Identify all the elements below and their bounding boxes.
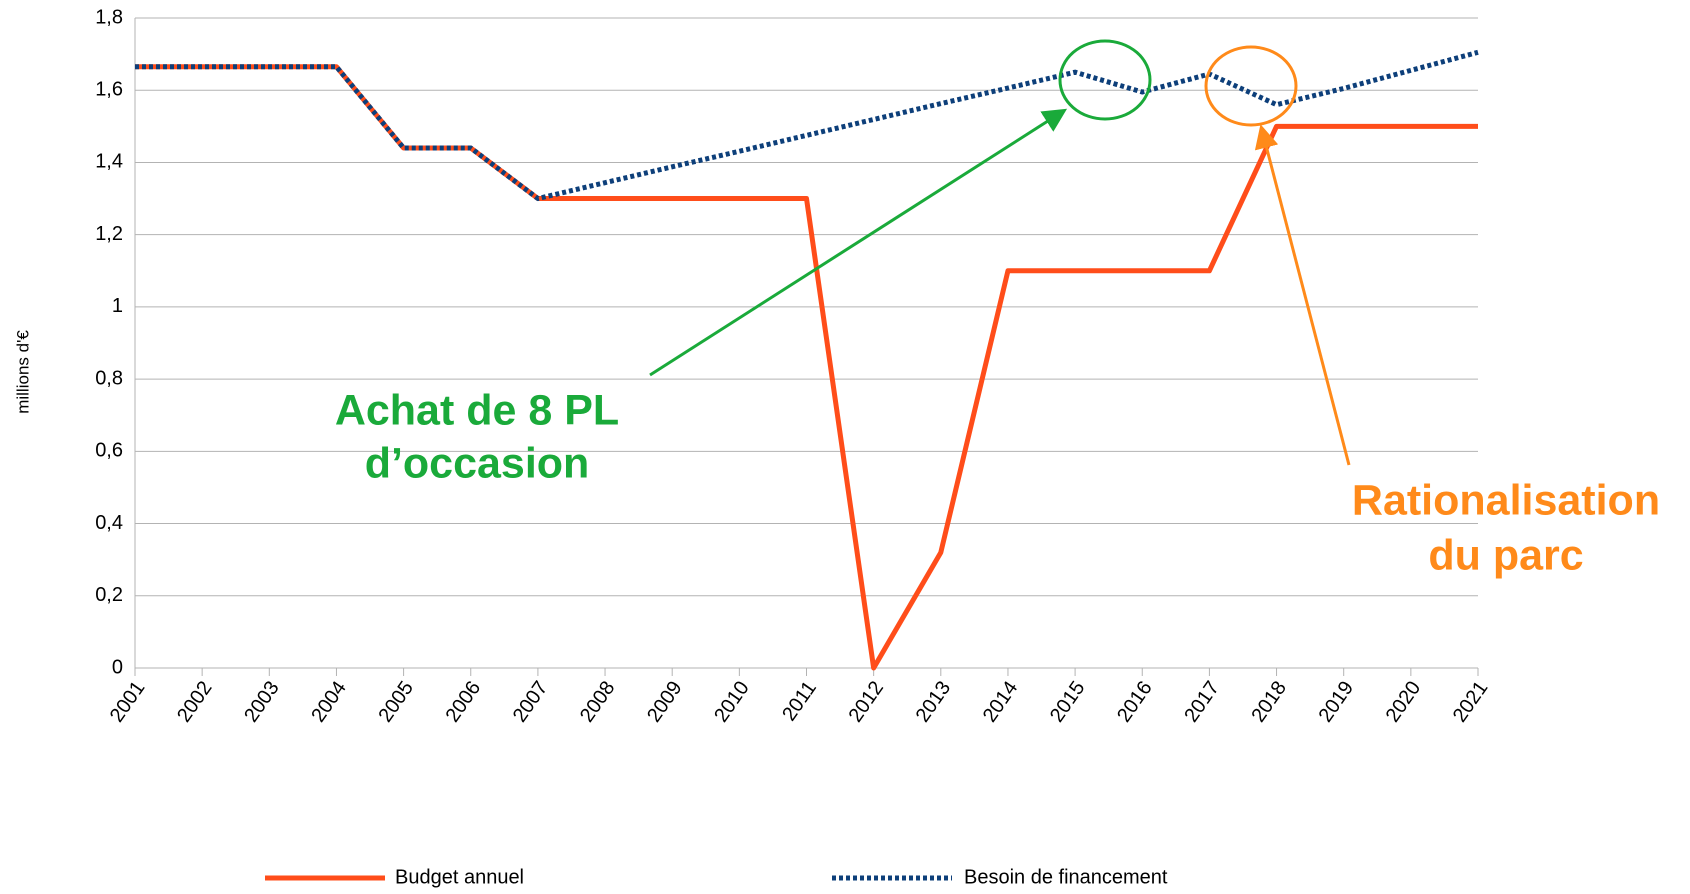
y-tick-label: 1,8 xyxy=(95,6,123,28)
annotation: Achat de 8 PL xyxy=(335,386,619,434)
x-tick-label: 2016 xyxy=(1113,677,1157,726)
highlight-circle xyxy=(1204,45,1298,127)
x-tick-label: 2012 xyxy=(845,677,889,726)
x-tick-label: 2006 xyxy=(442,677,486,726)
x-tick-label: 2002 xyxy=(173,677,217,726)
highlight-circle xyxy=(1058,39,1152,121)
x-tick-label: 2008 xyxy=(576,677,620,726)
series-line xyxy=(135,49,1479,202)
x-tick-label: 2005 xyxy=(374,677,418,726)
x-tick-label: 2010 xyxy=(710,677,754,726)
x-tick-label: 2011 xyxy=(778,677,821,725)
y-tick-label: 1,6 xyxy=(95,79,123,101)
y-tick-label: 1,4 xyxy=(95,151,123,173)
annotation: Rationalisation xyxy=(1352,476,1660,524)
x-tick-label: 2020 xyxy=(1382,677,1426,726)
y-axis-label: millions d'€ xyxy=(13,330,32,414)
x-tick-label: 2003 xyxy=(240,677,284,726)
annotation: d’occasion xyxy=(365,439,590,487)
x-tick-label: 2014 xyxy=(979,677,1023,726)
y-tick-label: 0,2 xyxy=(95,584,123,606)
y-tick-label: 0,8 xyxy=(95,367,123,389)
x-tick-label: 2017 xyxy=(1180,677,1224,726)
y-tick-label: 0 xyxy=(112,656,123,678)
y-tick-label: 1,2 xyxy=(95,223,123,245)
x-tick-label: 2018 xyxy=(1247,677,1291,726)
x-tick-label: 2004 xyxy=(307,677,351,726)
x-tick-label: 2019 xyxy=(1315,677,1359,726)
x-tick-label: 2001 xyxy=(106,677,150,726)
y-tick-label: 1 xyxy=(112,295,123,317)
x-tick-label: 2015 xyxy=(1046,677,1090,726)
x-tick-label: 2013 xyxy=(912,677,956,726)
series-line xyxy=(135,64,1478,671)
arrow xyxy=(1254,124,1351,466)
arrow xyxy=(649,108,1068,377)
legend-label: Budget annuel xyxy=(395,866,524,888)
legend-label: Besoin de financement xyxy=(964,866,1168,888)
y-tick-label: 0,4 xyxy=(95,512,123,534)
x-tick-label: 2009 xyxy=(643,677,687,726)
x-tick-label: 2007 xyxy=(509,677,553,726)
annotation: du parc xyxy=(1428,531,1583,579)
y-tick-label: 0,6 xyxy=(95,440,123,462)
x-tick-label: 2021 xyxy=(1449,677,1493,726)
